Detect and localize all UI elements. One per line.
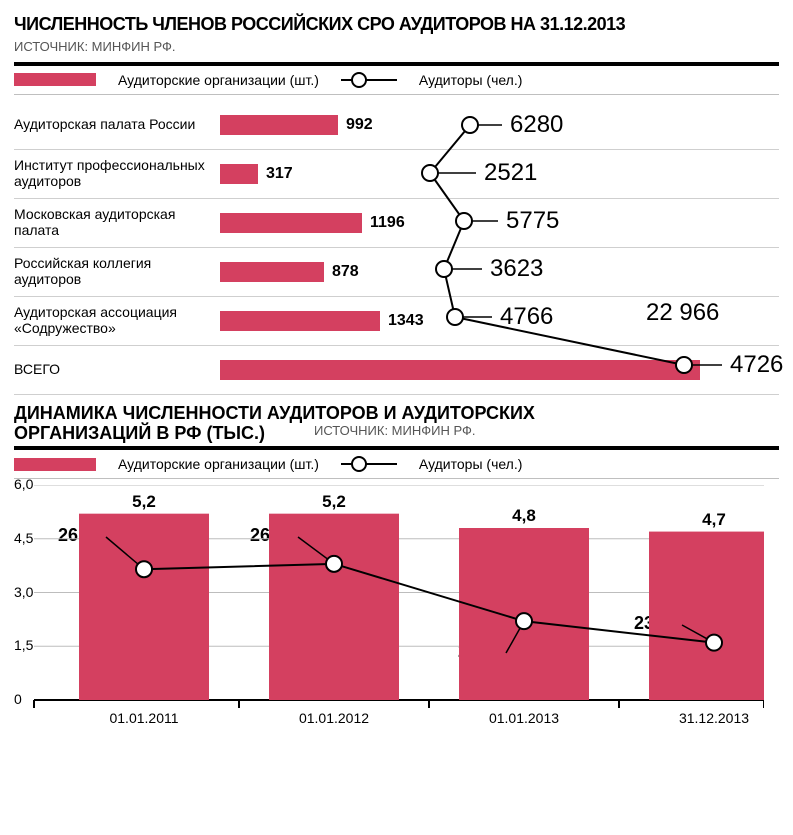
bar-value: 317 — [266, 165, 293, 182]
orgs-total-value: 22 966 — [646, 299, 719, 327]
auditor-value: 2521 — [484, 159, 537, 187]
bar — [220, 115, 338, 135]
row-label: Институт профессиональных аудиторов — [14, 158, 220, 189]
bar-value: 878 — [332, 263, 359, 280]
chart1-block: ЧИСЛЕННОСТЬ ЧЛЕНОВ РОССИЙСКИХ СРО АУДИТО… — [14, 14, 779, 389]
table-row: Российская коллегия аудиторов 878 — [14, 248, 779, 297]
bar — [220, 213, 362, 233]
chart1-legend: Аудиторские организации (шт.) Аудиторы (… — [14, 62, 779, 95]
chart1-source: ИСТОЧНИК: МИНФИН РФ. — [14, 39, 779, 54]
bar — [220, 311, 380, 331]
bar-track: 1196 — [220, 213, 765, 233]
bar — [220, 360, 700, 380]
chart2-svg — [14, 485, 764, 752]
table-row: Аудиторская палата России 992 — [14, 101, 779, 150]
row-label: ВСЕГО — [14, 362, 220, 377]
bar — [220, 164, 258, 184]
bar-value: 1196 — [370, 214, 405, 231]
bar — [220, 262, 324, 282]
row-label: Аудиторская палата России — [14, 117, 220, 132]
auditor-value: 4766 — [500, 303, 553, 331]
table-row: ВСЕГО — [14, 346, 779, 395]
row-label: Аудиторская ассоциация «Содружество» — [14, 305, 220, 336]
chart1-title: ЧИСЛЕННОСТЬ ЧЛЕНОВ РОССИЙСКИХ СРО АУДИТО… — [14, 14, 779, 35]
legend-line-label: Аудиторы (чел.) — [419, 72, 522, 88]
legend-bar-label: Аудиторские организации (шт.) — [118, 456, 319, 472]
legend-marker-swatch — [341, 72, 397, 88]
legend-bar-swatch — [14, 73, 96, 86]
table-row: Московская аудиторская палата 1196 — [14, 199, 779, 248]
bar-value: 1343 — [388, 312, 424, 329]
bar-value: 992 — [346, 116, 373, 133]
legend-marker-swatch — [341, 456, 397, 472]
auditor-value: 6280 — [510, 111, 563, 139]
bar-track — [220, 360, 765, 380]
table-row: Институт профессиональных аудиторов 317 — [14, 150, 779, 199]
legend-bar-swatch — [14, 458, 96, 471]
chart2-title: ДИНАМИКА ЧИСЛЕННОСТИ АУДИТОРОВ И АУДИТОР… — [14, 403, 574, 443]
chart1: Аудиторская палата России 992 Институт про… — [14, 101, 779, 389]
chart2: 01,53,04,56,05,201.01.20115,201.01.20124… — [14, 485, 779, 752]
page: ЧИСЛЕННОСТЬ ЧЛЕНОВ РОССИЙСКИХ СРО АУДИТО… — [0, 0, 793, 835]
row-label: Московская аудиторская палата — [14, 207, 220, 238]
auditor-value: 4726 — [730, 351, 783, 379]
auditor-value: 3623 — [490, 255, 543, 283]
bar-track: 992 — [220, 115, 765, 135]
auditor-value: 5775 — [506, 207, 559, 235]
chart2-legend: Аудиторские организации (шт.) Аудиторы (… — [14, 446, 779, 479]
legend-line-label: Аудиторы (чел.) — [419, 456, 522, 472]
legend-bar-label: Аудиторские организации (шт.) — [118, 72, 319, 88]
chart2-block: ДИНАМИКА ЧИСЛЕННОСТИ АУДИТОРОВ И АУДИТОР… — [14, 403, 779, 752]
row-label: Российская коллегия аудиторов — [14, 256, 220, 287]
